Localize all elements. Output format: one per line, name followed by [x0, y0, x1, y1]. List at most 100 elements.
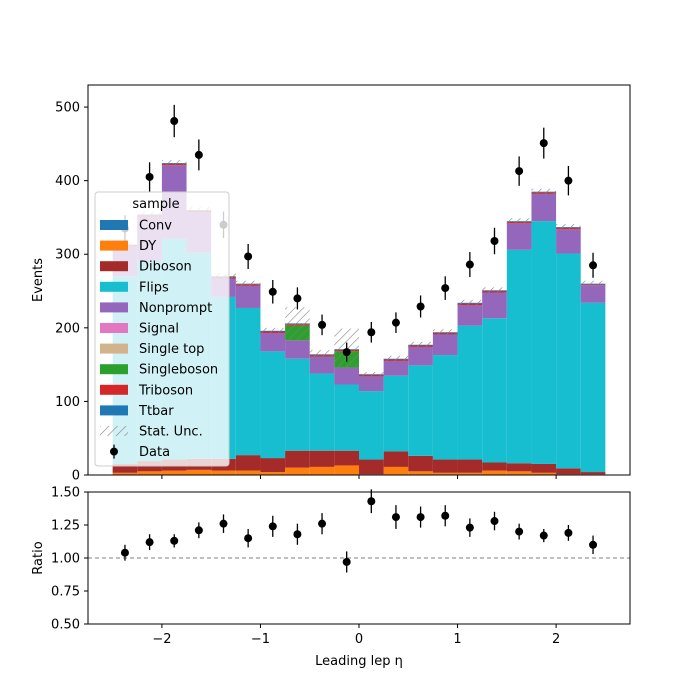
data-point-11 — [391, 318, 400, 327]
legend-box — [94, 191, 230, 467]
bar-flips-13 — [432, 355, 458, 460]
ratio-point-12 — [416, 513, 425, 522]
stat-unc-band-6 — [260, 327, 286, 334]
bar-nonprompt-10 — [359, 376, 384, 392]
ratio-points — [120, 489, 598, 573]
main-x-axis — [161, 475, 557, 479]
bar-flips-5 — [235, 307, 261, 456]
ratio-point-7 — [293, 530, 302, 539]
data-point-8 — [318, 320, 327, 329]
bar-nonprompt-19 — [580, 285, 606, 303]
legend-swatch-flips — [100, 281, 128, 292]
ratio-point-18 — [564, 528, 573, 537]
ratio-x-axis: −2 −1 0 1 2 — [152, 624, 560, 647]
stat-unc-band-2 — [161, 160, 187, 166]
bar-nonprompt-6 — [260, 332, 286, 352]
legend-label-nonprompt: Nonprompt — [139, 301, 212, 316]
ratio-point-14 — [465, 523, 474, 532]
bar-flips-15 — [482, 318, 507, 463]
bar-diboson-18 — [556, 468, 581, 475]
main-panel: 0 100 200 300 400 500 Events sample Conv DY Dibo… — [31, 84, 631, 484]
ratio-point-5 — [244, 534, 253, 543]
ratio-point-17 — [539, 531, 548, 540]
bar-dy-13 — [432, 472, 458, 475]
bar-dy-16 — [506, 471, 532, 475]
bar-dy-7 — [285, 467, 310, 475]
bar-flips-14 — [457, 325, 483, 460]
data-point-14 — [465, 260, 474, 269]
bar-flips-17 — [531, 221, 557, 464]
main-ytick-label: 300 — [55, 248, 80, 263]
main-ytick-label: 100 — [55, 395, 80, 410]
bar-dy-2 — [161, 470, 187, 475]
main-y-axis-label: Events — [31, 258, 46, 302]
legend-label-dy: DY — [139, 239, 156, 254]
bar-nonprompt-7 — [285, 340, 310, 359]
legend-label-data: Data — [139, 445, 170, 460]
bar-dy-17 — [531, 472, 557, 475]
bar-diboson-9 — [334, 450, 359, 466]
bar-nonprompt-14 — [457, 305, 483, 326]
legend: sample Conv DY Diboson Flips Nonprompt Signal S… — [94, 191, 230, 467]
legend-label-stat-unc-: Stat. Unc. — [139, 425, 203, 440]
legend-label-ttbar: Ttbar — [138, 404, 174, 419]
bar-flips-9 — [334, 384, 359, 451]
ratio-point-3 — [194, 526, 203, 535]
bar-dy-8 — [309, 466, 335, 475]
data-point-12 — [416, 302, 425, 311]
legend-swatch-nonprompt — [100, 302, 128, 313]
stat-unc-band-18 — [556, 224, 581, 230]
legend-label-flips: Flips — [139, 280, 169, 295]
x-axis-label: Leading lep η — [315, 654, 403, 669]
bar-nonprompt-5 — [235, 285, 261, 308]
data-point-16 — [515, 167, 524, 176]
bar-nonprompt-16 — [506, 223, 532, 250]
main-ytick-label: 500 — [55, 101, 80, 116]
data-point-7 — [293, 294, 302, 303]
bar-diboson-16 — [506, 463, 532, 472]
bar-flips-11 — [383, 375, 409, 452]
bar-diboson-17 — [531, 463, 557, 473]
main-ytick-label: 400 — [55, 174, 80, 189]
bar-diboson-12 — [408, 455, 433, 472]
legend-swatch-ttbar — [100, 405, 128, 416]
stat-unc-band-7 — [285, 307, 310, 340]
stat-unc-band-19 — [580, 280, 606, 287]
bar-dy-5 — [235, 470, 261, 475]
stat-unc-band-12 — [408, 341, 433, 348]
bar-dy-3 — [186, 469, 212, 475]
bar-flips-18 — [556, 253, 581, 469]
bar-nonprompt-13 — [432, 334, 458, 356]
ratio-point-16 — [515, 527, 524, 536]
bar-nonprompt-9 — [334, 367, 359, 385]
legend-swatch-singleboson — [100, 364, 128, 375]
legend-label-diboson: Diboson — [139, 260, 192, 275]
data-point-9 — [342, 348, 351, 357]
ratio-point-19 — [589, 540, 598, 549]
ratio-point-9 — [342, 557, 351, 566]
ratio-point-0 — [120, 548, 129, 557]
ratio-point-1 — [145, 538, 154, 547]
legend-swatch-dy — [100, 240, 128, 251]
ratio-point-15 — [490, 517, 499, 526]
stat-unc-band-14 — [457, 299, 483, 306]
bar-dy-9 — [334, 465, 359, 475]
ratio-point-8 — [318, 519, 327, 528]
data-point-6 — [268, 287, 277, 296]
ratio-y-axis-label: Ratio — [31, 541, 46, 574]
bar-nonprompt-12 — [408, 346, 433, 366]
bar-nonprompt-18 — [556, 229, 581, 254]
main-y-axis: 0 100 200 300 400 500 — [55, 101, 88, 484]
ratio-ytick-label: 1.00 — [51, 552, 80, 567]
legend-swatch-single-top — [100, 343, 128, 354]
bar-dy-0 — [112, 472, 138, 475]
xtick-label: −1 — [251, 632, 270, 647]
ratio-point-10 — [367, 497, 376, 506]
bar-flips-10 — [359, 391, 384, 460]
bar-diboson-0 — [112, 463, 138, 473]
bar-dy-12 — [408, 471, 433, 475]
stat-unc-band-17 — [531, 188, 557, 195]
bar-diboson-15 — [482, 462, 507, 471]
bar-flips-19 — [580, 302, 606, 473]
